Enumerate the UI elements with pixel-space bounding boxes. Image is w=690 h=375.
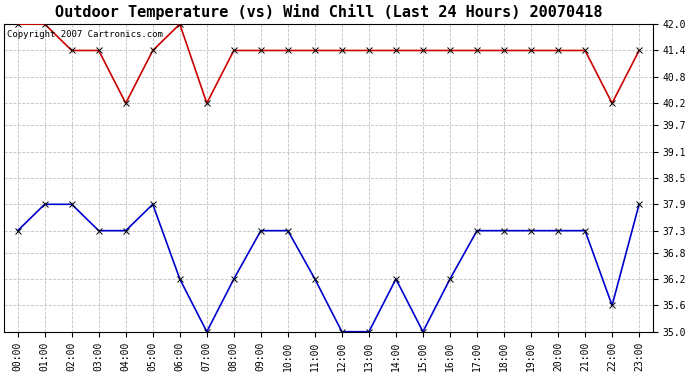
Title: Outdoor Temperature (vs) Wind Chill (Last 24 Hours) 20070418: Outdoor Temperature (vs) Wind Chill (Las… (55, 4, 602, 20)
Text: Copyright 2007 Cartronics.com: Copyright 2007 Cartronics.com (8, 30, 164, 39)
